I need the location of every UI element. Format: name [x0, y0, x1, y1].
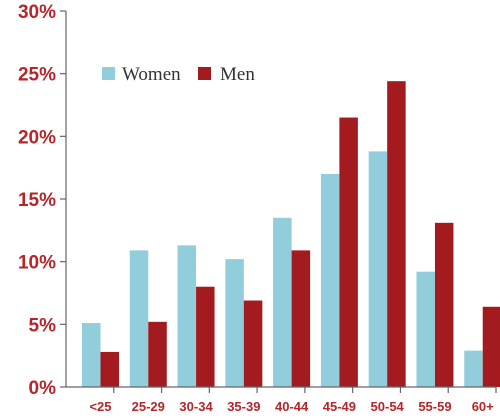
bars — [82, 81, 500, 388]
bar-women-2 — [177, 245, 197, 387]
x-tick-label: 30-34 — [179, 399, 213, 414]
legend-swatch-women — [102, 67, 115, 80]
legend-swatch-men — [198, 67, 211, 80]
bar-men-6 — [387, 81, 406, 387]
y-tick-label: 10% — [18, 253, 56, 274]
y-tick-label: 5% — [29, 315, 57, 336]
y-tick-label: 0% — [29, 378, 57, 399]
bar-men-1 — [148, 321, 167, 387]
bar-men-3 — [243, 300, 263, 387]
bar-women-8 — [464, 350, 483, 387]
bar-men-7 — [434, 222, 454, 387]
y-tick-label: 30% — [18, 2, 56, 23]
bar-women-4 — [273, 217, 292, 387]
x-tick-label: 35-39 — [227, 399, 260, 414]
bar-women-5 — [320, 173, 340, 387]
x-tick-label: 55-59 — [418, 399, 451, 414]
bar-men-4 — [291, 250, 311, 387]
y-tick-label: 15% — [18, 190, 56, 211]
y-axis: 0% 5% 10% 15% 20% 25% 30% — [18, 2, 67, 399]
x-axis: <25 25-29 30-34 35-39 40-44 45-49 50-54 55-59 60… — [66, 386, 497, 414]
x-tick-label: 45-49 — [323, 399, 356, 414]
bar-women-1 — [129, 250, 149, 387]
bar-women-0 — [82, 323, 101, 387]
bar-men-2 — [196, 286, 215, 387]
x-tick-label: 50-54 — [371, 399, 405, 414]
bar-women-7 — [416, 271, 435, 387]
x-tick-label: <25 — [89, 399, 111, 414]
bar-men-5 — [339, 117, 358, 388]
bar-women-6 — [368, 151, 388, 387]
x-tick-label: 40-44 — [275, 399, 309, 414]
x-tick-label: 25-29 — [132, 399, 165, 414]
x-tick-label: 60+ — [472, 399, 494, 414]
bar-men-8 — [482, 306, 500, 387]
bar-women-3 — [225, 259, 244, 387]
y-tick-label: 25% — [18, 65, 56, 86]
y-tick-label: 20% — [18, 127, 56, 148]
bar-men-0 — [100, 351, 119, 387]
legend-label-women: Women — [122, 64, 181, 85]
legend-label-men: Men — [220, 64, 255, 85]
legend: Women Men — [102, 64, 255, 85]
